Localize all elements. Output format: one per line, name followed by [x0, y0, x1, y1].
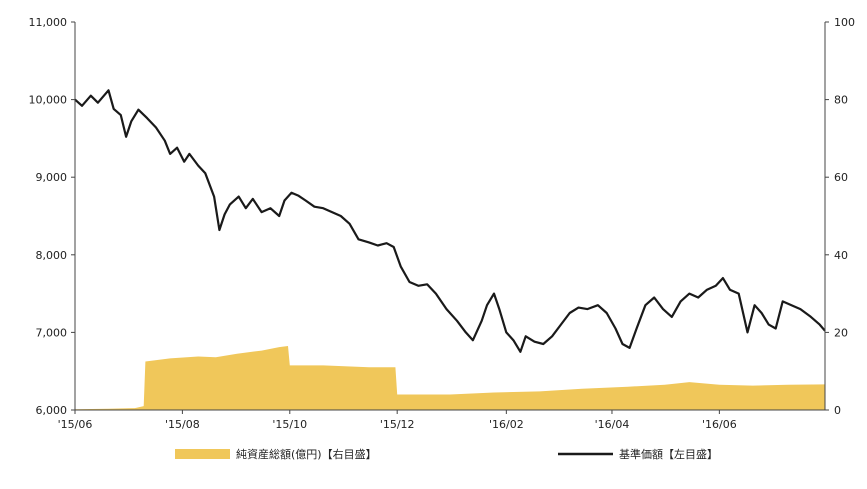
left-tick-label: 7,000 — [36, 326, 68, 339]
x-tick-label: '15/12 — [380, 418, 415, 431]
line-layer — [74, 89, 826, 353]
left-tick-label: 10,000 — [29, 94, 68, 107]
x-tick-label: '15/10 — [272, 418, 307, 431]
x-tick-label: '15/08 — [165, 418, 200, 431]
series-line-nav — [74, 89, 826, 353]
left-tick-label: 8,000 — [36, 249, 68, 262]
legend: 純資産総額(億円)【右目盛】 基準価額【左目盛】 — [175, 447, 718, 461]
right-tick-label: 40 — [834, 249, 848, 262]
right-tick-label: 60 — [834, 171, 848, 184]
x-tick-label: '16/04 — [595, 418, 630, 431]
right-tick-label: 0 — [834, 404, 841, 417]
right-tick-label: 80 — [834, 94, 848, 107]
left-tick-label: 9,000 — [36, 171, 68, 184]
axes-layer: 6,000 7,000 8,000 9,000 10,000 11,000 0 20 40 60 8… — [29, 16, 856, 431]
area-layer — [75, 346, 825, 410]
series-area-net-assets — [75, 346, 825, 410]
x-tick-label: '15/06 — [58, 418, 93, 431]
legend-label-net-assets: 純資産総額(億円)【右目盛】 — [236, 447, 377, 461]
left-tick-label: 11,000 — [29, 16, 68, 29]
right-tick-label: 20 — [834, 326, 848, 339]
x-tick-label: '16/06 — [702, 418, 737, 431]
x-tick-label: '16/02 — [489, 418, 524, 431]
legend-swatch-net-assets — [175, 449, 230, 459]
left-tick-label: 6,000 — [36, 404, 68, 417]
right-tick-label: 100 — [834, 16, 855, 29]
legend-label-nav: 基準価額【左目盛】 — [619, 447, 718, 461]
